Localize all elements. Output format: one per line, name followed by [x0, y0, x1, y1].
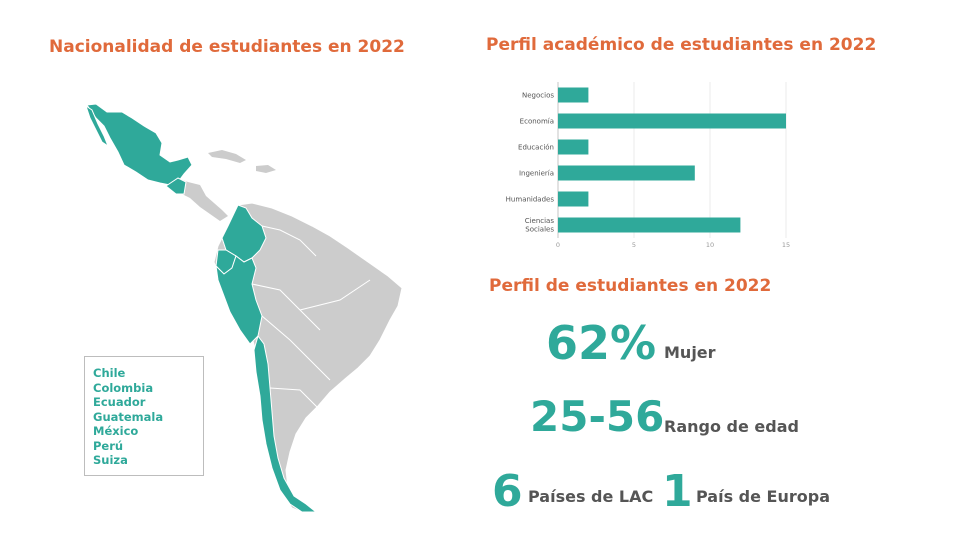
legend-item-mexico: México [93, 424, 139, 438]
central-america-shape [178, 178, 228, 221]
x-tick-label: 10 [706, 241, 714, 249]
age-range-label: Rango de edad [664, 417, 799, 436]
category-label: Negocios [522, 92, 554, 100]
legend-box: Chile Colombia Ecuador Guatemala México … [84, 356, 204, 476]
category-label: Ingeniería [519, 170, 554, 178]
category-label: Ciencias Sociales [525, 217, 555, 234]
map-title: Nacionalidad de estudiantes en 2022 [49, 37, 405, 57]
chart-title: Perfil académico de estudiantes en 2022 [486, 35, 877, 55]
legend-item-colombia: Colombia [93, 380, 154, 395]
hispaniola-shape [256, 165, 276, 173]
mexico-shape [86, 103, 193, 186]
guatemala-shape [165, 177, 187, 195]
bar-economía [558, 113, 786, 129]
legend-item-guatemala: Guatemala [93, 409, 164, 424]
category-label: Humanidades [506, 196, 555, 204]
lac-count-value: 6 [492, 466, 523, 517]
legend-item-chile: Chile [93, 366, 126, 380]
bar-ciencias-sociales [558, 217, 741, 233]
x-tick-label: 15 [782, 241, 790, 249]
legend-item-peru: Perú [93, 438, 124, 453]
latin-america-map [85, 103, 403, 513]
age-range-value: 25-56 [530, 392, 665, 441]
baja-california-shape [85, 104, 110, 148]
europe-count-value: 1 [662, 466, 693, 517]
women-label: Mujer [664, 343, 716, 362]
academic-profile-chart: Negocios Economía Educación Ingeniería Human… [506, 82, 790, 249]
legend-item-ecuador: Ecuador [93, 395, 146, 409]
x-tick-label: 5 [632, 241, 636, 249]
bar-negocios [558, 87, 589, 103]
legend-item-suiza: Suiza [93, 453, 128, 467]
europe-count-label: País de Europa [696, 487, 830, 506]
cuba-shape [208, 150, 246, 163]
category-label: Economía [520, 118, 554, 126]
profile-title: Perfil de estudiantes en 2022 [489, 276, 772, 296]
peru-shape [215, 255, 263, 345]
lac-count-label: Países de LAC [528, 487, 654, 506]
bar-ingeniería [558, 165, 695, 181]
bar-humanidades [558, 191, 589, 207]
women-percentage: 62% [546, 316, 657, 370]
x-tick-label: 0 [556, 241, 560, 249]
bar-educación [558, 139, 589, 155]
category-label: Educación [518, 144, 554, 152]
chile-shape [253, 334, 318, 513]
